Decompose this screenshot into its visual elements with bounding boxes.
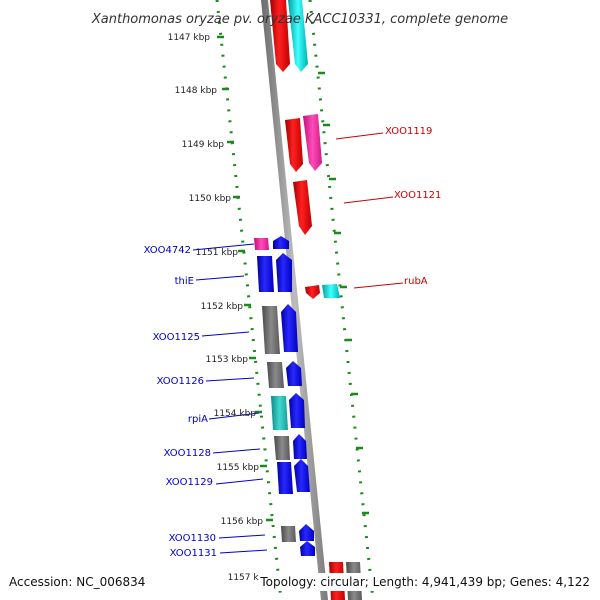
gene-label: XOO1121 [394,190,441,201]
gene-xoo1119-magenta [303,114,322,171]
gene-xoo1121-red [293,180,312,235]
gene-rpia-teal [271,396,288,430]
gene-label: XOO4742 [144,245,191,256]
kbp-label: 1151 kbp [196,248,239,258]
kbp-label: 1155 kbp [217,463,260,473]
kbp-label: 1153 kbp [206,355,249,365]
gene-xoo1130-blue [299,524,314,541]
gene-xoo1126-blue [286,361,302,386]
genome-backbone [261,0,328,600]
gene-thie-blue-b [276,253,292,292]
gene-xoo1125-blue [281,304,298,352]
gene-xoo1128-blue [293,434,307,459]
gene-label: XOO1130 [169,533,216,544]
gene-label: thiE [175,276,194,287]
gene-label: XOO1125 [153,332,200,343]
kbp-label: 1152 kbp [201,302,244,312]
gene-label: XOO1129 [166,477,213,488]
right-dotted-track [308,0,375,600]
kbp-label: 1150 kbp [189,194,232,204]
right-track-tick-marks [318,71,369,515]
right-leader-lines [335,132,404,289]
kbp-label: 1157 kbp [228,573,271,583]
gene-xoo1119-red [285,118,303,172]
kbp-label: 1147 kbp [168,33,211,43]
gene-label: XOO1126 [157,376,204,387]
kbp-labels: 1147 kbp 1148 kbp 1149 kbp 1150 kbp 1151… [168,33,264,527]
gene-xoo1129-blue-a [277,462,293,494]
accession-text: Accession: NC_006834 [9,575,145,589]
topology-text: Topology: circular; Length: 4,941,439 bp… [259,575,590,589]
footer-left-backdrop [6,573,176,591]
genome-title: Xanthomonas oryzae pv. oryzae KACC10331,… [91,12,508,27]
gene-ruba-red [305,285,320,299]
gene-xoo1125-gray [262,306,280,354]
gene-xoo4742-magenta [254,238,269,250]
gene-label: XOO1131 [170,548,217,559]
gene-label: XOO1128 [164,448,211,459]
left-leader-lines [192,243,268,554]
kbp-label: 1154 kbp [214,409,257,419]
gene-xoo4742-blue [273,236,289,249]
gene-rpia-blue [289,393,305,428]
gene-label: XOO1119 [385,126,432,137]
kbp-label: 1156 kbp [221,517,264,527]
gene-xoo1131-blue [300,541,315,556]
kbp-label: 1149 kbp [182,140,225,150]
gene-xoo1130-gray [281,526,296,542]
footer-right-backdrop [259,573,595,591]
gene-thie-blue-a [257,256,274,292]
gene-label: rubA [404,276,428,287]
gene-xoo1126-gray [267,362,284,388]
kbp-label: 1148 kbp [175,86,218,96]
gene-xoo1129-blue-b [294,459,310,492]
left-dotted-track [215,0,283,600]
gene-labels-left: XOO4742 thiE XOO1125 XOO1126 rpiA XOO112… [144,245,217,559]
gene-label: rpiA [188,414,208,425]
gene-block-red-1 [270,0,290,72]
gene-block-cyan-1 [288,0,308,72]
gene-ruba-cyan [322,284,340,298]
gene-xoo1128-gray [274,436,290,460]
gene-labels-right: XOO1119 XOO1121 rubA [385,126,441,287]
